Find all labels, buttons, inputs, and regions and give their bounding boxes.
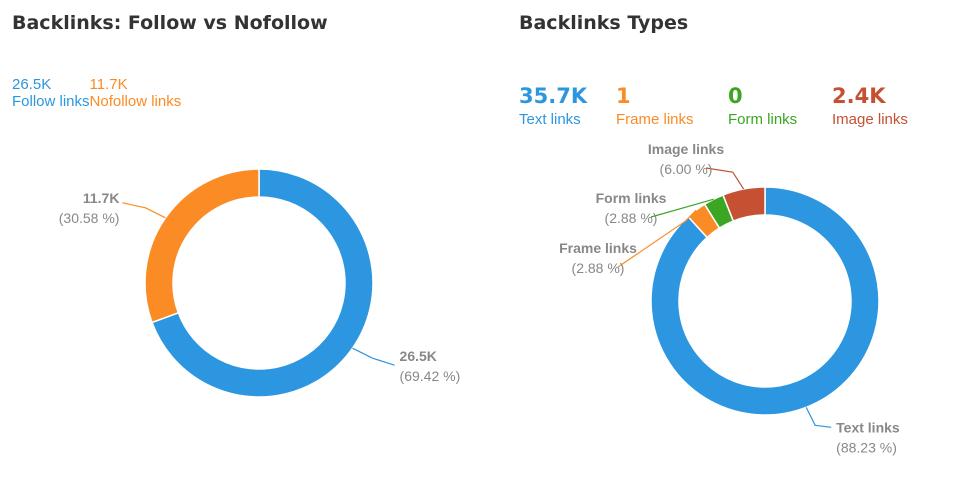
connector-nofollow-links <box>122 202 166 219</box>
label-follow-links: 26.5K (69.42 %) <box>400 348 461 384</box>
label-text-links-percent: (88.23 %) <box>836 439 897 455</box>
label-frame-links-percent: (2.88 %) <box>572 260 625 276</box>
label-nofollow-links-percent: (30.58 %) <box>59 210 120 226</box>
label-form-links-percent: (2.88 %) <box>605 210 658 226</box>
legend-nofollow-value: 11.7K <box>89 76 128 93</box>
stat-image-links-label: Image links <box>832 111 908 128</box>
stat-form-links-label: Form links <box>728 111 798 128</box>
legend-follow-label: Follow links <box>12 93 90 110</box>
legend-item-follow[interactable]: 26.5K Follow links <box>12 76 90 110</box>
follow-nofollow-legend: 26.5K Follow links 11.7K Nofollow links <box>12 76 181 110</box>
label-image-links-percent: (6.00 %) <box>660 161 713 177</box>
backlink-types-donut-chart: Text links(88.23 %)Frame links(2.88 %)Fo… <box>559 141 900 455</box>
label-frame-links: Frame links (2.88 %) <box>559 240 637 276</box>
stat-text-links-value: 35.7K <box>519 84 588 108</box>
connector-text-links <box>805 407 832 428</box>
label-follow-links-title: 26.5K <box>400 348 437 364</box>
label-image-links-title: Image links <box>648 141 724 157</box>
legend-item-nofollow[interactable]: 11.7K Nofollow links <box>90 76 182 110</box>
stat-form-links[interactable]: 0 Form links <box>728 84 797 128</box>
stat-text-links[interactable]: 35.7K Text links <box>519 84 587 128</box>
slice-text-links[interactable] <box>650 186 880 416</box>
label-nofollow-links-title: 11.7K <box>83 190 120 206</box>
label-nofollow-links: 11.7K (30.58 %) <box>59 190 120 226</box>
slice-nofollow-links[interactable] <box>144 168 260 324</box>
backlink-types-stats: 35.7K Text links 1 Frame links 0 Form li… <box>519 84 959 134</box>
stat-text-links-label: Text links <box>519 111 581 128</box>
stat-frame-links-label: Frame links <box>616 111 694 128</box>
label-image-links: Image links (6.00 %) <box>648 141 724 177</box>
label-form-links: Form links (2.88 %) <box>596 190 667 226</box>
stat-frame-links[interactable]: 1 Frame links <box>616 84 694 128</box>
connector-follow-links <box>352 347 395 366</box>
label-text-links-title: Text links <box>836 419 900 435</box>
label-form-links-title: Form links <box>596 190 667 206</box>
label-frame-links-title: Frame links <box>559 240 637 256</box>
connector-frame-links <box>617 209 697 268</box>
stat-form-links-value: 0 <box>728 84 743 108</box>
stat-image-links[interactable]: 2.4K Image links <box>832 84 908 128</box>
connector-image-links <box>705 167 745 190</box>
stat-image-links-value: 2.4K <box>832 84 886 108</box>
slice-image-links[interactable] <box>722 186 766 223</box>
stat-frame-links-value: 1 <box>616 84 631 108</box>
follow-nofollow-title: Backlinks: Follow vs Nofollow <box>12 12 328 34</box>
connector-form-links <box>650 198 714 218</box>
slice-follow-links[interactable] <box>151 168 374 398</box>
follow-nofollow-donut-chart: 26.5K (69.42 %) 11.7K (30.58 %) <box>59 168 461 398</box>
legend-follow-value: 26.5K <box>12 76 52 93</box>
label-text-links: Text links (88.23 %) <box>836 419 900 455</box>
backlink-types-title: Backlinks Types <box>519 12 689 34</box>
label-follow-links-percent: (69.42 %) <box>400 368 461 384</box>
legend-nofollow-label: Nofollow links <box>89 93 182 110</box>
